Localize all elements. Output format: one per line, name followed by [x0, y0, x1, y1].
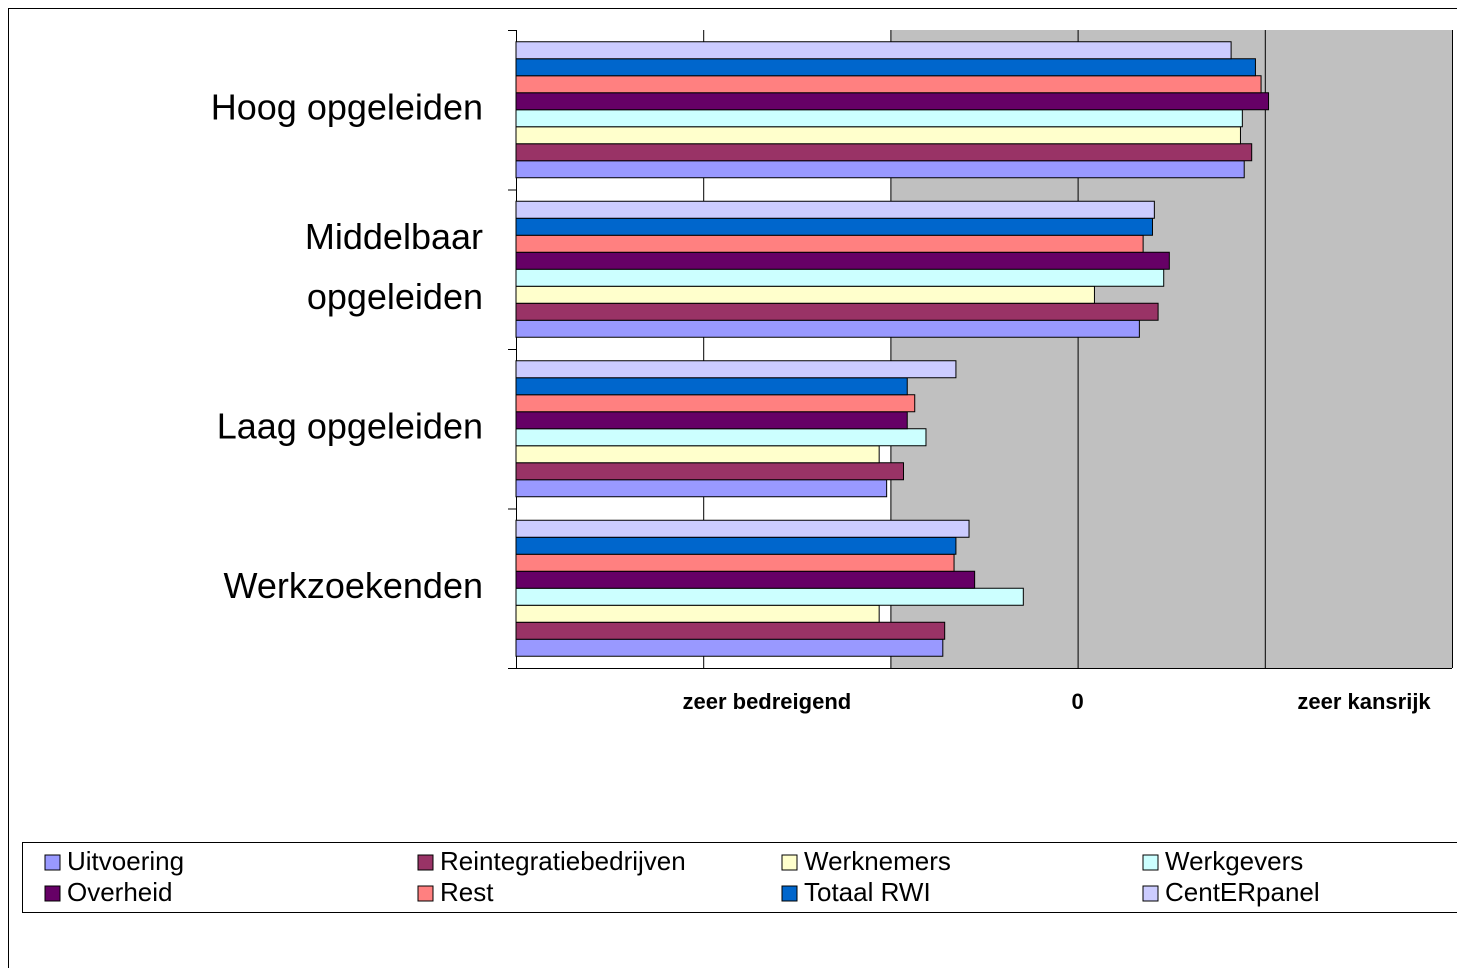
bar: [515, 302, 1159, 321]
chart-border: [8, 8, 1457, 968]
bar: [515, 200, 1155, 219]
legend-swatch: [417, 885, 434, 902]
bar: [515, 479, 888, 498]
category-label: Middelbaar: [305, 216, 483, 257]
legend-label: Reintegratiebedrijven: [440, 846, 686, 876]
legend-box: [22, 842, 1457, 913]
bar: [515, 604, 880, 623]
bar: [515, 285, 1095, 304]
bar: [515, 92, 1270, 111]
x-tick-label: 0: [1071, 689, 1083, 714]
bar: [515, 126, 1241, 145]
x-tick-label: zeer kansrijk: [1297, 689, 1431, 714]
bar: [515, 217, 1153, 236]
category-label: Werkzoekenden: [224, 565, 484, 606]
bar: [515, 143, 1253, 162]
category-label: opgeleiden: [307, 276, 483, 317]
legend-swatch: [1142, 885, 1159, 902]
bar: [515, 587, 1024, 606]
bar: [515, 570, 976, 589]
legend-label: Werknemers: [804, 846, 951, 876]
legend-label: Rest: [440, 877, 494, 907]
bar: [515, 75, 1262, 94]
legend-swatch: [44, 885, 61, 902]
bar: [515, 621, 946, 640]
bar: [515, 360, 957, 379]
bar: [515, 462, 905, 481]
bar: [515, 160, 1245, 179]
legend-swatch: [781, 854, 798, 871]
bar: [515, 411, 908, 430]
bar: [515, 428, 927, 447]
bar: [515, 445, 880, 464]
legend-label: Werkgevers: [1165, 846, 1303, 876]
bar: [515, 394, 916, 413]
bar: [515, 251, 1170, 270]
legend-label: Totaal RWI: [804, 877, 931, 907]
legend-swatch: [1142, 854, 1159, 871]
legend-label: CentERpanel: [1165, 877, 1320, 907]
x-tick-label: zeer bedreigend: [682, 689, 851, 714]
bar: [515, 519, 970, 538]
category-label: Hoog opgeleiden: [211, 86, 483, 127]
legend-swatch: [781, 885, 798, 902]
bar: [515, 536, 957, 555]
bar: [515, 319, 1140, 338]
legend-swatch: [44, 854, 61, 871]
legend-swatch: [417, 854, 434, 871]
legend-label: Uitvoering: [67, 846, 184, 876]
bar: [515, 638, 944, 657]
bar: [515, 109, 1243, 128]
bar: [515, 553, 955, 572]
bar: [515, 234, 1144, 253]
bar: [515, 377, 908, 396]
bar: [515, 41, 1232, 60]
legend-label: Overheid: [67, 877, 173, 907]
bar: [515, 58, 1256, 77]
bar: [515, 268, 1165, 287]
category-label: Laag opgeleiden: [217, 405, 483, 446]
